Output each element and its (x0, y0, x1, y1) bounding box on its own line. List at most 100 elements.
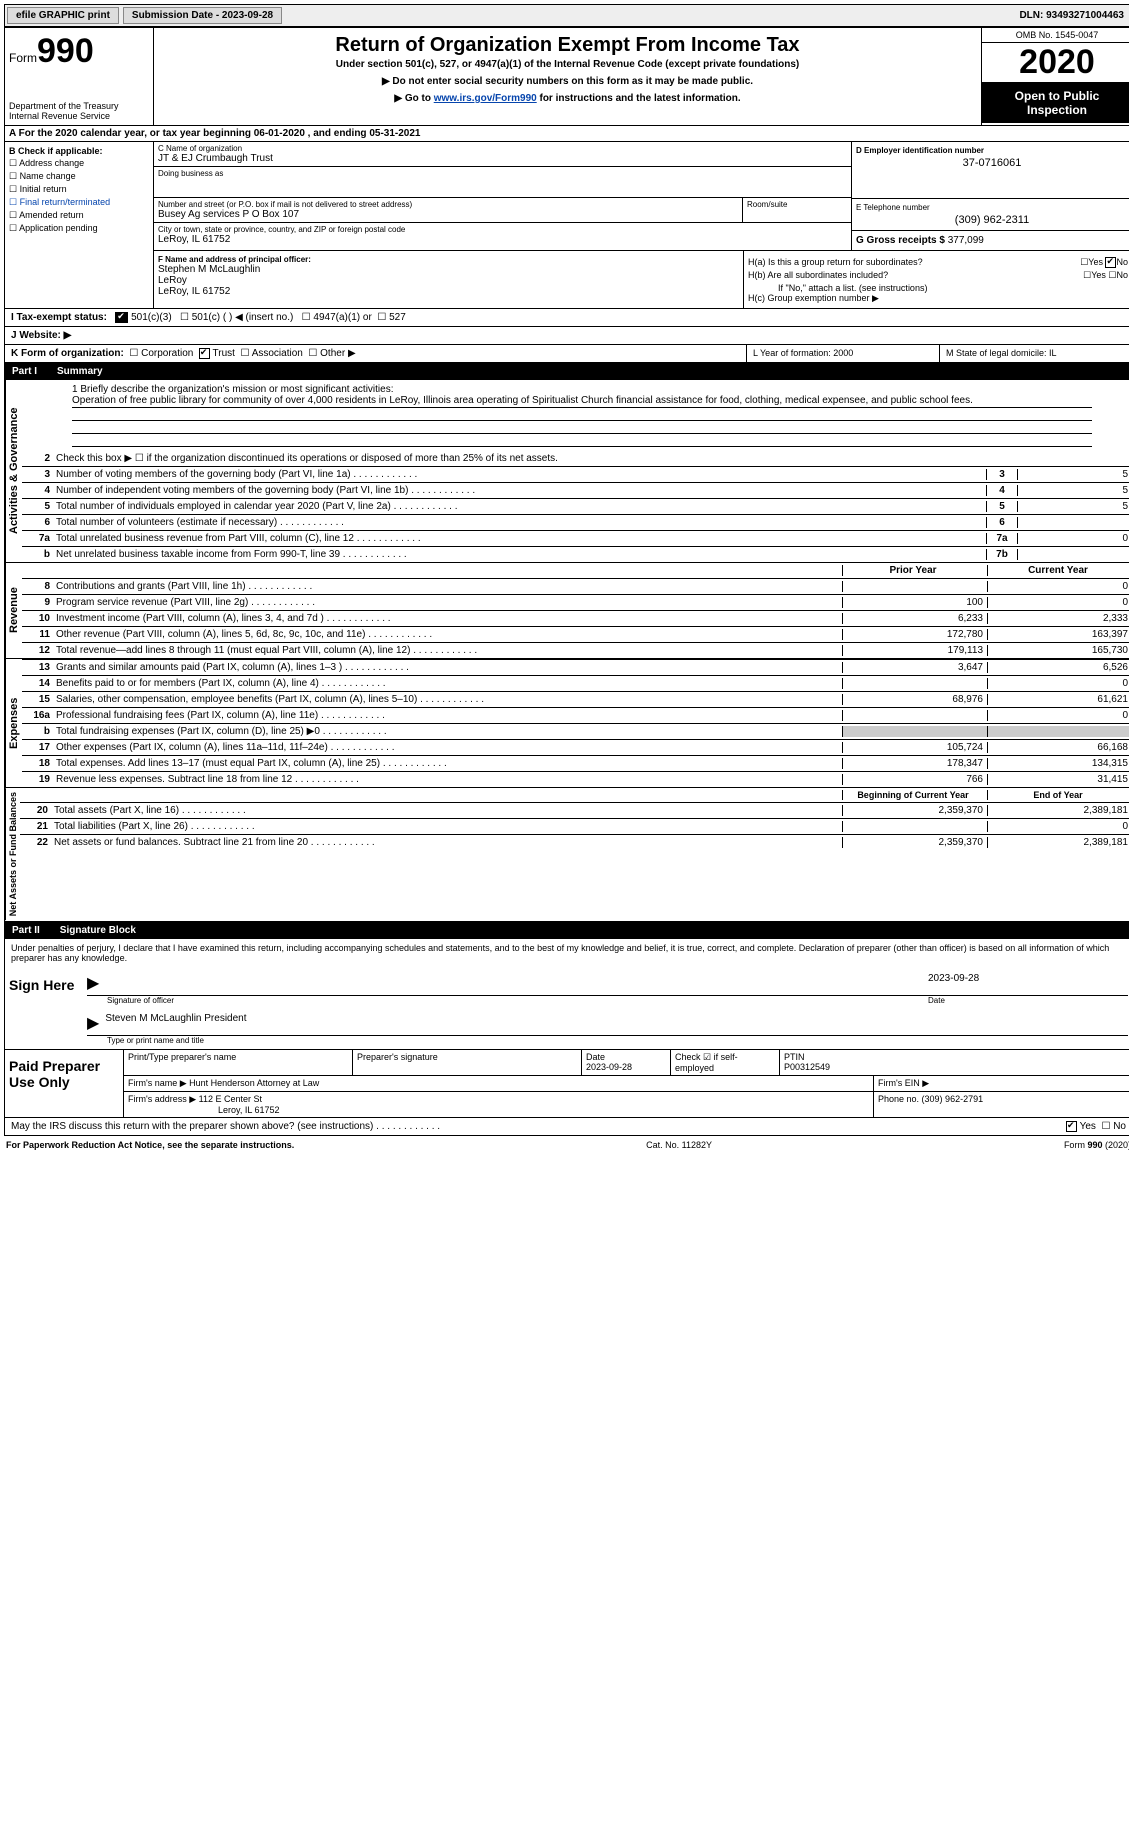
line2-num: 2 (22, 453, 56, 464)
top-bar: efile GRAPHIC print Submission Date - 20… (4, 4, 1129, 27)
part2-title: Signature Block (60, 925, 136, 936)
form-title: Return of Organization Exempt From Incom… (158, 34, 977, 57)
box-c-left: C Name of organization JT & EJ Crumbaugh… (154, 142, 851, 250)
line-num: 10 (22, 613, 56, 624)
footer-right: Form 990 (2020) (1064, 1140, 1129, 1150)
chk-final-return[interactable]: ☐ Final return/terminated (9, 197, 149, 208)
chk-trust[interactable] (199, 348, 210, 359)
line-text: Total fundraising expenses (Part IX, col… (56, 726, 842, 737)
prior-val: 6,233 (842, 613, 987, 624)
instructions-link[interactable]: www.irs.gov/Form990 (434, 93, 537, 104)
discuss-text: May the IRS discuss this return with the… (11, 1121, 1066, 1132)
box-c: C Name of organization JT & EJ Crumbaugh… (154, 142, 1129, 251)
line-num: 16a (22, 710, 56, 721)
line-val (1017, 549, 1129, 560)
line-num: 4 (22, 485, 56, 496)
line-text: Revenue less expenses. Subtract line 18 … (56, 774, 842, 785)
name-title-label: Type or print name and title (87, 1036, 1128, 1045)
ha-no-checked[interactable] (1105, 257, 1116, 268)
b-header: B Check if applicable: (9, 146, 149, 156)
mission-blank1 (72, 408, 1092, 421)
efile-print-button[interactable]: efile GRAPHIC print (7, 7, 119, 24)
discuss-yes-chk[interactable] (1066, 1121, 1077, 1132)
line-box: 7b (986, 549, 1017, 560)
k-label: K Form of organization: (11, 348, 124, 359)
opt-4947: 4947(a)(1) or (313, 312, 371, 323)
line-num: 13 (22, 662, 56, 673)
h-b-row: H(b) Are all subordinates included? ☐Yes… (748, 270, 1128, 281)
line-7a: 7aTotal unrelated business revenue from … (22, 530, 1129, 546)
preparer-grid: Print/Type preparer's name Preparer's si… (123, 1050, 1129, 1117)
line-text: Total liabilities (Part X, line 26) (54, 821, 842, 832)
curr-val: 0 (987, 581, 1129, 592)
exp-lines: 13Grants and similar amounts paid (Part … (22, 659, 1129, 787)
footer-mid: Cat. No. 11282Y (646, 1140, 712, 1150)
part1-body: Activities & Governance 1 Briefly descri… (4, 380, 1129, 921)
gov-lines: 1 Briefly describe the organization's mi… (22, 380, 1129, 562)
prep-row3: Firm's address ▶ 112 E Center St Leroy, … (123, 1092, 1129, 1117)
prior-val: 172,780 (842, 629, 987, 640)
sign-here-label: Sign Here (5, 967, 83, 1049)
line-text: Total revenue—add lines 8 through 11 (mu… (56, 645, 842, 656)
h-a-row: H(a) Is this a group return for subordin… (748, 257, 1128, 268)
sig-officer-space (105, 973, 928, 993)
chk-address-change[interactable]: ☐ Address change (9, 158, 149, 169)
submission-date-button[interactable]: Submission Date - 2023-09-28 (123, 7, 282, 24)
section-revenue: Revenue Prior Year Current Year 8Contrib… (5, 562, 1129, 658)
form-header: Form990 Department of the Treasury Inter… (4, 27, 1129, 126)
ein-label: D Employer identification number (856, 146, 1128, 155)
chk-name-change[interactable]: ☐ Name change (9, 171, 149, 182)
chk-initial-return[interactable]: ☐ Initial return (9, 184, 149, 195)
curr-val: 163,397 (987, 629, 1129, 640)
ein-value: 37-0716061 (856, 157, 1128, 169)
chk-amended[interactable]: ☐ Amended return (9, 210, 149, 221)
c-dba-box: Doing business as (154, 167, 851, 198)
opt-other: Other ▶ (320, 348, 355, 359)
sig-fields: ▶ 2023-09-28 Signature of officer Date ▶… (83, 967, 1129, 1049)
line-text: Salaries, other compensation, employee b… (56, 694, 842, 705)
firm-addr: Firm's address ▶ 112 E Center St Leroy, … (123, 1092, 873, 1117)
line-text: Total expenses. Add lines 13–17 (must eq… (56, 758, 842, 769)
opt-527: 527 (389, 312, 406, 323)
col-end-year: End of Year (987, 790, 1129, 800)
opt-corp: Corporation (141, 348, 193, 359)
submission-label: Submission Date - (132, 10, 222, 21)
line-text: Net unrelated business taxable income fr… (56, 549, 986, 560)
chk-501c3[interactable] (115, 312, 128, 323)
form-number: 990 (37, 32, 94, 70)
prior-val: 3,647 (842, 662, 987, 673)
line-box: 6 (986, 517, 1017, 528)
header-left: Form990 Department of the Treasury Inter… (5, 28, 154, 125)
line-val: 5 (1017, 485, 1129, 496)
officer-name: Stephen M McLaughlin (158, 264, 739, 275)
chk-app-pending[interactable]: ☐ Application pending (9, 223, 149, 234)
line-13: 13Grants and similar amounts paid (Part … (22, 659, 1129, 675)
gross-receipts-value: 377,099 (948, 235, 984, 246)
line-6: 6Total number of volunteers (estimate if… (22, 514, 1129, 530)
line-14: 14Benefits paid to or for members (Part … (22, 675, 1129, 691)
hb-answers: ☐Yes ☐No (1083, 270, 1128, 281)
curr-val: 0 (987, 710, 1129, 721)
hc-label: H(c) Group exemption number ▶ (748, 293, 1128, 304)
opt-501c: 501(c) ( ) ◀ (insert no.) (192, 312, 294, 323)
vert-net-assets: Net Assets or Fund Balances (5, 788, 20, 920)
vert-governance: Activities & Governance (5, 380, 22, 562)
line2-text: Check this box ▶ ☐ if the organization d… (56, 453, 1129, 464)
line-text: Grants and similar amounts paid (Part IX… (56, 662, 842, 673)
sig-date-label: Date (928, 996, 1128, 1005)
footer: For Paperwork Reduction Act Notice, see … (4, 1136, 1129, 1154)
row-a-tax-year: A For the 2020 calendar year, or tax yea… (4, 126, 1129, 142)
box-fh: F Name and address of principal officer:… (154, 251, 1129, 308)
row-k: K Form of organization: ☐ Corporation Tr… (5, 345, 746, 362)
col-deg: D Employer identification number 37-0716… (851, 142, 1129, 250)
note2-post: for instructions and the latest informat… (537, 93, 741, 104)
box-g: G Gross receipts $ 377,099 (852, 231, 1129, 250)
dln-value: 93493271004463 (1046, 10, 1124, 21)
col-cf: C Name of organization JT & EJ Crumbaugh… (154, 142, 1129, 308)
col-begin-year: Beginning of Current Year (842, 790, 987, 800)
line-text: Contributions and grants (Part VIII, lin… (56, 581, 842, 592)
box-h: H(a) Is this a group return for subordin… (744, 251, 1129, 308)
room-label: Room/suite (747, 200, 847, 209)
officer-line1: LeRoy (158, 275, 739, 286)
line-num: 9 (22, 597, 56, 608)
